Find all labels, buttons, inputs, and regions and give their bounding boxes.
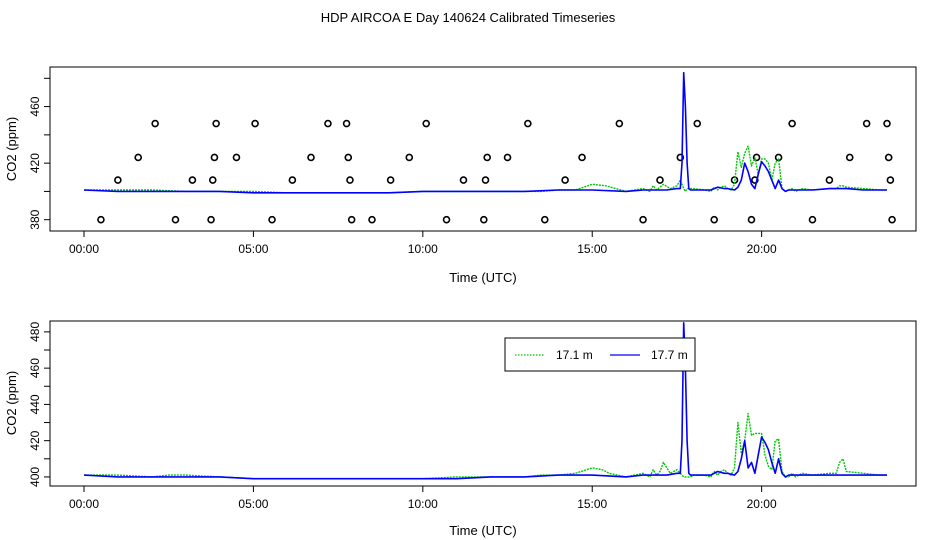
- bottom-axis-ticks: 00:00 05:00 10:00 15:00 20:00 400 420 440 460 480: [28, 322, 777, 511]
- top-data-point: [480, 215, 488, 224]
- top-data-point: [151, 119, 159, 128]
- top-data-point: [615, 119, 624, 128]
- bottom-y-tick-label: 420: [28, 430, 42, 450]
- bottom-x-tick-label: 20:00: [747, 497, 777, 511]
- figure-title: HDP AIRCOA E Day 140624 Calibrated Times…: [321, 10, 616, 25]
- top-data-point: [208, 176, 217, 184]
- bottom-x-tick-label: 05:00: [238, 497, 268, 511]
- top-data-point: [342, 119, 351, 128]
- top-x-tick-label: 20:00: [747, 242, 777, 256]
- top-data-point: [114, 176, 122, 184]
- top-data-point: [825, 176, 834, 184]
- top-data-point: [268, 215, 276, 224]
- top-x-tick-label: 10:00: [408, 242, 438, 256]
- bottom-x-tick-label: 00:00: [69, 497, 99, 511]
- top-data-point: [347, 215, 356, 224]
- top-data-point: [368, 215, 376, 224]
- top-data-point: [324, 119, 332, 128]
- bottom-y-tick-label: 480: [28, 322, 42, 342]
- top-data-point: [483, 153, 491, 162]
- bottom-x-tick-label: 15:00: [577, 497, 607, 511]
- top-x-tick-label: 05:00: [238, 242, 268, 256]
- top-data-point: [307, 153, 315, 162]
- bottom-x-axis-label: Time (UTC): [449, 523, 516, 538]
- bottom-y-tick-label: 440: [28, 394, 42, 414]
- top-data-point: [693, 119, 702, 128]
- top-data-point: [207, 215, 215, 224]
- top-data-point: [288, 176, 297, 184]
- top-plot-frame: [49, 66, 917, 232]
- bottom-y-axis-label: CO2 (ppm): [4, 371, 19, 435]
- top-y-tick-label: 460: [28, 96, 42, 116]
- top-data-point: [540, 215, 549, 224]
- bottom-y-tick-label: 400: [28, 467, 42, 487]
- top-panel: 00:00 05:00 10:00 15:00 20:00 380 420 460 Time …: [4, 66, 917, 285]
- top-data-point: [422, 119, 431, 128]
- top-series-lines: [83, 71, 887, 194]
- top-y-tick-label: 380: [28, 209, 42, 229]
- bottom-plot-frame: [49, 320, 917, 487]
- top-data-point: [884, 153, 893, 162]
- top-data-point: [752, 153, 761, 162]
- top-data-point: [251, 119, 259, 128]
- legend: 17.1 m 17.7 m: [504, 337, 696, 372]
- top-data-point: [442, 215, 451, 224]
- top-data-point: [97, 215, 105, 224]
- top-data-point: [232, 153, 241, 162]
- top-data-point: [845, 153, 854, 162]
- top-data-point: [808, 215, 817, 224]
- top-data-point: [747, 215, 756, 224]
- top-data-point: [751, 176, 759, 184]
- bottom-panel: 00:00 05:00 10:00 15:00 20:00 400 420 440 460 480…: [4, 320, 917, 538]
- top-data-point: [862, 119, 871, 128]
- bottom-series-lines: [83, 322, 887, 480]
- legend-label-series-1: 17.1 m: [556, 348, 593, 362]
- top-data-point: [344, 153, 353, 162]
- legend-label-series-2: 17.7 m: [651, 348, 688, 362]
- top-data-point: [886, 176, 895, 184]
- top-data-point: [639, 215, 647, 224]
- top-data-point: [561, 176, 569, 184]
- top-data-point: [578, 153, 586, 162]
- top-data-point: [210, 153, 219, 162]
- top-series-line-2: [83, 71, 887, 194]
- top-data-point: [524, 119, 532, 128]
- top-data-point: [710, 215, 719, 224]
- top-data-point: [134, 153, 143, 162]
- top-x-axis-label: Time (UTC): [449, 270, 516, 285]
- top-data-point: [503, 153, 512, 162]
- top-data-point: [171, 215, 180, 224]
- bottom-series-line-1: [84, 412, 887, 480]
- top-axis-ticks: 00:00 05:00 10:00 15:00 20:00 380 420 460: [28, 77, 777, 256]
- top-data-point: [459, 176, 468, 184]
- top-x-tick-label: 00:00: [69, 242, 99, 256]
- bottom-series-line-2: [83, 322, 887, 480]
- top-data-point: [888, 215, 896, 224]
- top-data-point: [346, 176, 354, 184]
- top-data-point: [405, 153, 414, 162]
- top-data-point: [212, 119, 220, 128]
- top-data-point: [788, 119, 796, 128]
- top-data-point: [481, 176, 490, 184]
- bottom-x-tick-label: 10:00: [408, 497, 438, 511]
- top-points: [97, 119, 896, 224]
- top-x-tick-label: 15:00: [577, 242, 607, 256]
- bottom-y-tick-label: 460: [28, 358, 42, 378]
- top-data-point: [883, 119, 891, 128]
- top-data-point: [188, 176, 197, 184]
- top-y-axis-label: CO2 (ppm): [4, 117, 19, 181]
- top-data-point: [676, 153, 685, 162]
- top-data-point: [656, 176, 664, 184]
- top-y-tick-label: 420: [28, 153, 42, 173]
- top-data-point: [386, 176, 395, 184]
